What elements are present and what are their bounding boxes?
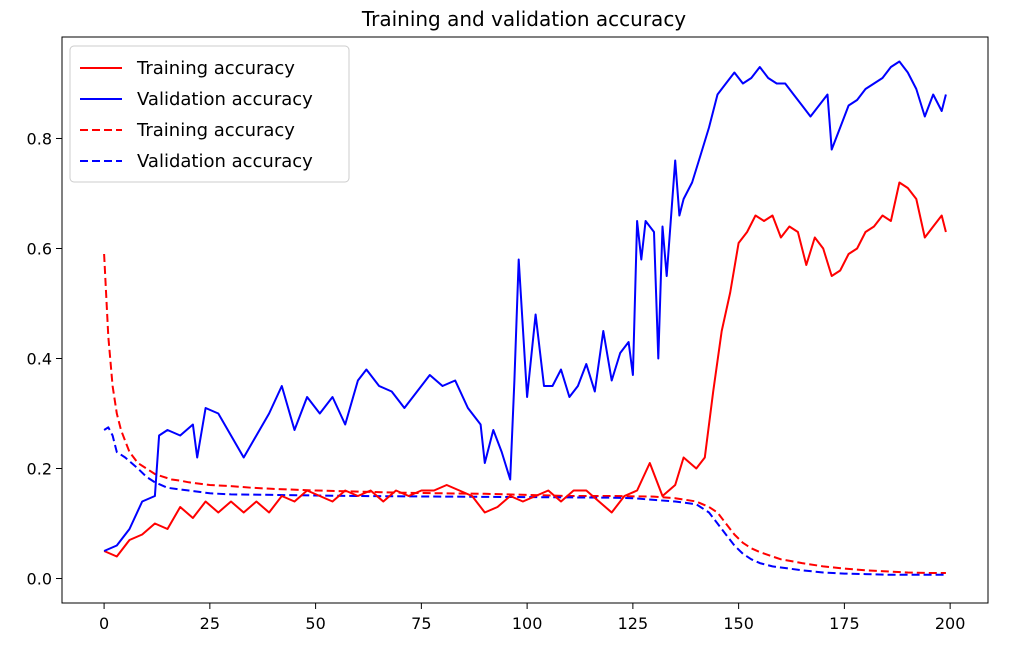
x-tick-label: 25 [200, 614, 220, 633]
series-line-2 [103, 60, 947, 552]
legend-label: Validation accuracy [137, 151, 313, 172]
y-axis: 0.0 0.2 0.4 0.6 0.8 [27, 129, 62, 589]
legend-box [69, 45, 350, 183]
y-tick-label: 0.6 [27, 239, 52, 258]
x-tick-label: 50 [305, 614, 325, 633]
series-line-3 [103, 253, 946, 574]
plot-area [103, 60, 947, 576]
x-tick-label: 175 [829, 614, 860, 633]
y-tick-label: 0.0 [27, 570, 52, 589]
x-tick-label: 100 [512, 614, 543, 633]
x-axis: 0 25 50 75 100 125 150 175 200 [99, 603, 965, 633]
y-tick-label: 0.8 [27, 129, 52, 148]
x-tick-label: 125 [618, 614, 649, 633]
legend-label: Training accuracy [136, 120, 295, 141]
legend: Training accuracy Validation accuracy Trai… [69, 45, 350, 183]
series-line-1 [103, 181, 947, 558]
legend-label: Training accuracy [136, 58, 295, 79]
y-tick-label: 0.2 [27, 460, 52, 479]
series-line-4 [103, 426, 946, 576]
x-tick-label: 0 [99, 614, 109, 633]
chart-title: Training and validation accuracy [361, 7, 686, 31]
y-tick-label: 0.4 [27, 350, 52, 369]
x-tick-label: 200 [935, 614, 966, 633]
axes-frame [61, 36, 989, 604]
x-tick-label: 75 [411, 614, 431, 633]
legend-label: Validation accuracy [137, 89, 313, 110]
x-tick-label: 150 [723, 614, 754, 633]
